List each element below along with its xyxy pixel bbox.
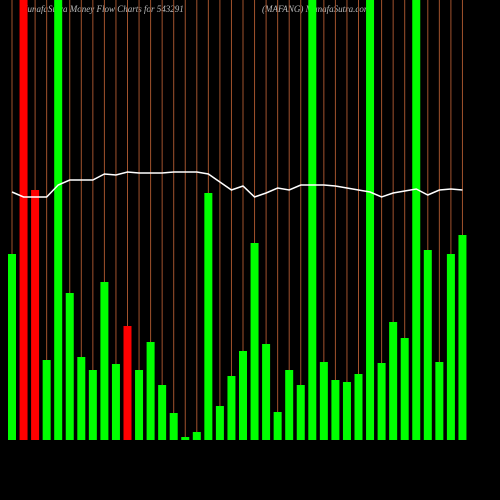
bar — [262, 344, 271, 440]
bar — [331, 380, 340, 440]
bar — [31, 190, 40, 440]
bar — [446, 254, 455, 440]
bar — [19, 0, 28, 440]
bar — [146, 342, 155, 440]
bar — [77, 357, 86, 440]
bar — [319, 362, 328, 440]
bar — [42, 360, 51, 440]
bar — [435, 362, 444, 440]
bar — [135, 370, 144, 440]
bar — [366, 0, 375, 440]
bar — [192, 432, 201, 440]
bar — [169, 413, 178, 440]
bar — [423, 250, 432, 440]
bar — [239, 351, 247, 440]
bar — [215, 406, 224, 440]
bar — [285, 370, 294, 440]
bar — [389, 322, 398, 440]
bar — [296, 385, 305, 440]
bar — [8, 254, 16, 440]
bar — [204, 193, 213, 440]
money-flow-line — [11, 171, 463, 198]
bar — [377, 363, 386, 440]
bar — [181, 437, 190, 440]
chart-subtitle: (MAFANG) MunafaSutra.com — [262, 4, 371, 14]
bar — [54, 0, 63, 440]
chart-title: MunafaSutra Money Flow Charts for 543291 — [19, 4, 184, 14]
bar — [158, 385, 167, 440]
bar — [308, 0, 317, 440]
bar — [88, 370, 97, 440]
bar — [65, 293, 74, 440]
bar — [354, 374, 363, 440]
bar — [412, 0, 421, 440]
bar — [250, 243, 259, 440]
bar — [342, 382, 351, 440]
bar — [227, 376, 236, 440]
bar — [111, 364, 120, 440]
bar — [400, 338, 409, 440]
bar — [273, 412, 282, 440]
bar — [123, 326, 132, 440]
bar — [100, 282, 109, 440]
bar — [458, 235, 467, 440]
